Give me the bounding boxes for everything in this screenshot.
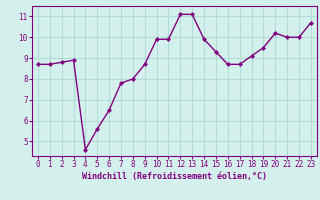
X-axis label: Windchill (Refroidissement éolien,°C): Windchill (Refroidissement éolien,°C): [82, 172, 267, 181]
